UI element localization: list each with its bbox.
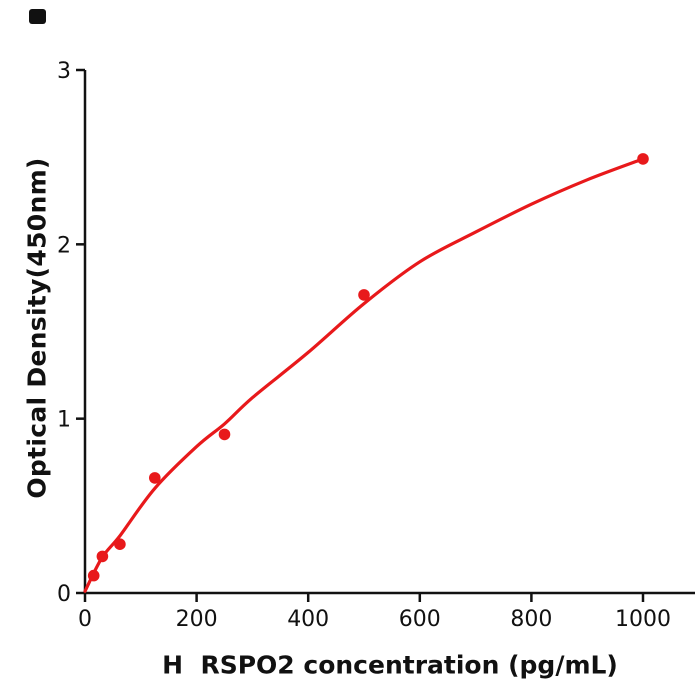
x-tick-label: 400 [287,607,329,632]
data-point [87,569,100,582]
x-tick-label: 200 [176,607,218,632]
x-tick-label: 600 [399,607,441,632]
corner-mark [29,9,46,24]
data-point [637,153,649,165]
axis-spines [83,70,695,595]
y-tick-label: 3 [57,59,71,84]
y-tick-label: 0 [57,582,71,607]
y-tick-label: 2 [57,233,71,258]
data-point [114,538,126,550]
x-tick-label: 0 [78,607,92,632]
x-axis-title: H RSPO2 concentration (pg/mL) [162,650,618,680]
data-point [218,428,231,441]
data-point [358,289,370,301]
x-tick-label: 1000 [615,607,671,632]
data-point [96,550,109,563]
fit-curve [83,157,645,593]
y-tick-label: 1 [57,408,71,433]
x-tick-label: 800 [510,607,552,632]
data-point [149,472,161,484]
